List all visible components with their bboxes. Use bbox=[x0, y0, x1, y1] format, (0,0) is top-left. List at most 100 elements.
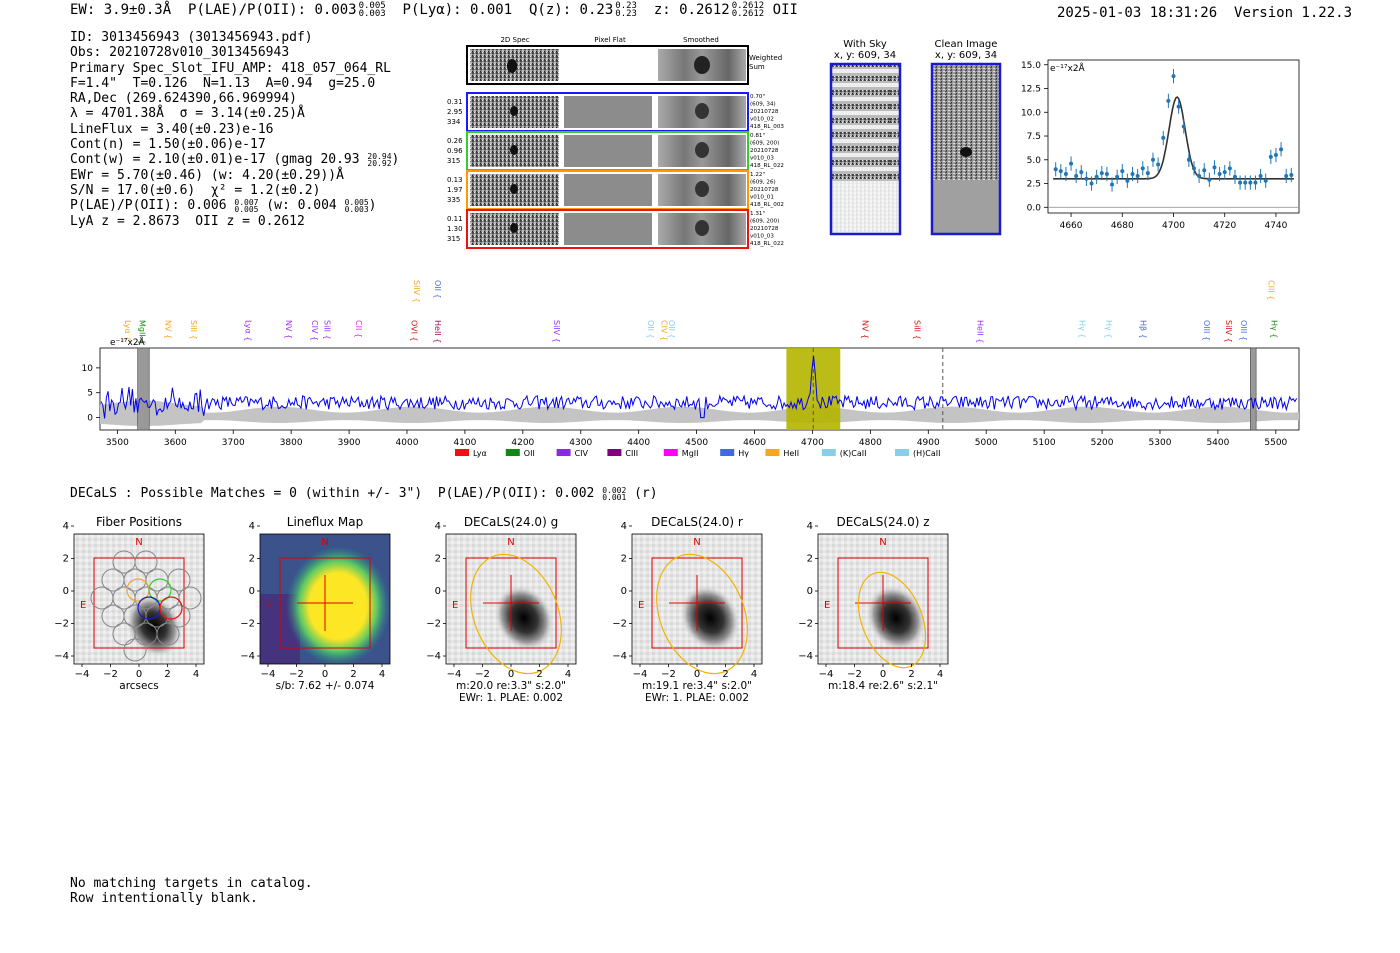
fiber-row-detail: 418_RL_003 bbox=[750, 124, 784, 130]
east-label: E bbox=[638, 600, 644, 611]
fiber-row-detail: v010_03 bbox=[750, 156, 774, 162]
panel-xtick-label: −2 bbox=[103, 669, 118, 680]
qz-value: Q(z): 0.23 bbox=[528, 2, 614, 18]
fit-data-point bbox=[1166, 98, 1171, 103]
fiber-row-source bbox=[510, 145, 518, 155]
fiber-row-smooth-source bbox=[695, 142, 709, 158]
plya-value: P(Lyα): 0.001 bbox=[402, 2, 513, 18]
spec-legend-swatch bbox=[455, 449, 469, 456]
panel-xtick-label: 2 bbox=[350, 669, 356, 680]
fiber-row-stat: 0.13 bbox=[447, 176, 463, 184]
panel-xtick-label: 2 bbox=[164, 669, 170, 680]
summary-header: EW: 3.9±0.3Å P(LAE)/P(OII): 0.003 0.005 0.… bbox=[70, 2, 798, 19]
fiber-row-stat: 0.96 bbox=[447, 147, 463, 155]
panel-ytick-label: 4 bbox=[249, 521, 255, 532]
panel-ytick-label: −4 bbox=[426, 651, 441, 662]
fiber-row-stat: 2.95 bbox=[447, 108, 463, 116]
spec-xtick-label: 5300 bbox=[1149, 438, 1172, 448]
aperture-box bbox=[651, 557, 743, 649]
fit-data-point bbox=[1156, 162, 1161, 167]
fit-ytick-label: 10.0 bbox=[1021, 108, 1041, 118]
north-label: N bbox=[879, 537, 886, 548]
panel-title: Lineflux Map bbox=[287, 515, 363, 529]
fiber-row-stat: 335 bbox=[447, 196, 460, 204]
spec-xtick-label: 4300 bbox=[569, 438, 592, 448]
fit-ytick-label: 7.5 bbox=[1027, 132, 1041, 142]
east-label: E bbox=[824, 600, 830, 611]
decals-header: DECaLS : Possible Matches = 0 (within +/… bbox=[70, 485, 658, 502]
spec-line-label: NV { bbox=[860, 320, 869, 339]
fiber-row-stat: 1.30 bbox=[447, 225, 463, 233]
spec-xtick-label: 5400 bbox=[1206, 438, 1229, 448]
spec-line-label: CII { bbox=[354, 320, 363, 338]
spec-legend-label: Lyα bbox=[473, 449, 487, 458]
spec-line-label: OII { bbox=[646, 320, 655, 339]
fit-data-point bbox=[1063, 172, 1068, 177]
panel-ytick-label: 0 bbox=[621, 586, 627, 597]
plae-value: P(LAE)/P(OII): 0.003 bbox=[188, 2, 357, 18]
panel-xtick-label: 2 bbox=[908, 669, 914, 680]
fiber-row-stat: 334 bbox=[447, 118, 461, 126]
panel-ytick-label: 0 bbox=[249, 586, 255, 597]
z-line: OII bbox=[772, 2, 798, 18]
spec-line-label: SiII { bbox=[322, 320, 331, 340]
spec-xtick-label: 4600 bbox=[743, 438, 766, 448]
fit-data-point bbox=[1217, 172, 1222, 177]
north-label: N bbox=[507, 537, 514, 548]
spec-xtick-label: 3800 bbox=[280, 438, 303, 448]
fiber-circle bbox=[134, 550, 158, 574]
panel-title: DECaLS(24.0) r bbox=[651, 515, 743, 529]
east-label: E bbox=[452, 600, 458, 611]
panel-source bbox=[866, 585, 926, 651]
panel-xtick-label: −2 bbox=[289, 669, 304, 680]
panel-ytick-label: −4 bbox=[798, 651, 813, 662]
spec-xtick-label: 5100 bbox=[1033, 438, 1056, 448]
panel-caption: m:18.4 re:2.6" s:2.1" bbox=[828, 680, 938, 692]
spec-legend-label: OII bbox=[524, 449, 535, 458]
spec-legend-swatch bbox=[607, 449, 622, 456]
fiber-row-detail: 0.70" bbox=[750, 94, 765, 100]
north-label: N bbox=[321, 537, 328, 548]
spec-xtick-label: 5000 bbox=[975, 438, 998, 448]
panel-caption-2: EWr: 1. PLAE: 0.002 bbox=[645, 692, 749, 704]
fit-data-point bbox=[1140, 166, 1145, 171]
fit-data-point bbox=[1289, 172, 1294, 177]
panel-caption: arcsecs bbox=[119, 680, 158, 692]
spec-legend-swatch bbox=[720, 449, 735, 456]
east-label: E bbox=[266, 600, 272, 611]
spectrum-trace bbox=[100, 356, 1298, 419]
fit-data-point bbox=[1099, 171, 1104, 176]
spec-line-label: CIII { bbox=[1266, 280, 1275, 300]
panel-ytick-label: 4 bbox=[435, 521, 441, 532]
fit-data-point bbox=[1053, 167, 1058, 172]
panel-xtick-label: 4 bbox=[193, 669, 199, 680]
panel-ytick-label: −2 bbox=[54, 619, 69, 630]
panel-xtick-label: 4 bbox=[751, 669, 757, 680]
panel-ytick-label: 4 bbox=[807, 521, 813, 532]
panel-xtick-label: −4 bbox=[633, 669, 648, 680]
weighted-label: Weighted bbox=[749, 54, 782, 62]
galaxy-ellipse bbox=[857, 571, 927, 669]
fit-data-point bbox=[1202, 168, 1207, 173]
fiber-circle bbox=[123, 638, 147, 662]
sky-images: With Sky x, y: 609, 34 Clean Image x, y:… bbox=[829, 39, 1002, 236]
fit-data-point bbox=[1222, 170, 1227, 175]
col-2d-spec: 2D Spec bbox=[500, 36, 529, 44]
fit-data-point bbox=[1069, 161, 1074, 166]
panel-ytick-label: −2 bbox=[240, 619, 255, 630]
panel-ytick-label: 4 bbox=[63, 521, 69, 532]
spec-xtick-label: 4000 bbox=[396, 438, 419, 448]
fiber-row-flat bbox=[564, 174, 652, 206]
fit-data-point bbox=[1284, 173, 1289, 178]
spec-line-label: OVI { bbox=[410, 320, 419, 342]
fit-data-point bbox=[1104, 172, 1109, 177]
spec-noise-band bbox=[100, 400, 1299, 426]
fit-ytick-label: 12.5 bbox=[1021, 85, 1041, 95]
spec-line-label: Lyα { bbox=[243, 320, 252, 341]
fit-ytick-label: 5.0 bbox=[1027, 156, 1042, 166]
spec-line-label: Hγ { bbox=[1269, 320, 1278, 338]
spec-legend-swatch bbox=[663, 449, 678, 456]
panel-xtick-label: 0 bbox=[508, 669, 514, 680]
